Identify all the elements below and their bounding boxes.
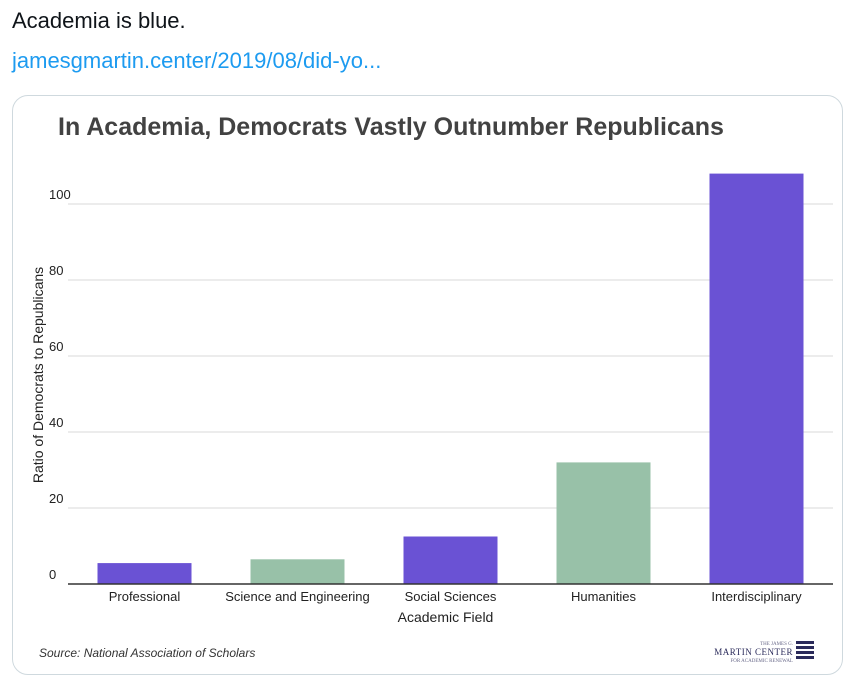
y-tick-label: 100 — [49, 187, 71, 202]
tweet-text: Academia is blue. — [12, 8, 186, 33]
y-tick-label: 20 — [49, 491, 63, 506]
y-axis-title: Ratio of Democrats to Republicans — [30, 267, 46, 483]
tweet-link[interactable]: jamesgmartin.center/2019/08/did-yo... — [12, 48, 382, 73]
bar-interdisciplinary — [709, 173, 804, 584]
y-tick-label: 60 — [49, 339, 63, 354]
bar-humanities — [556, 462, 651, 584]
y-tick-label: 80 — [49, 263, 63, 278]
bar-professional — [97, 563, 192, 584]
bar-science-and-engineering — [250, 559, 345, 584]
logo-stripes-icon — [796, 641, 814, 659]
logo-top-text: THE JAMES G. — [760, 642, 793, 647]
x-tick-label: Interdisciplinary — [711, 589, 802, 604]
bars — [97, 173, 804, 584]
y-tick-labels: 0 20 40 60 80 100 — [49, 187, 71, 582]
bar-social-sciences — [403, 536, 498, 584]
x-tick-label: Humanities — [571, 589, 637, 604]
martin-center-logo: THE JAMES G. MARTIN CENTER FOR ACADEMIC … — [714, 641, 814, 664]
logo-main-text: MARTIN CENTER — [714, 647, 793, 657]
chart-title: In Academia, Democrats Vastly Outnumber … — [58, 113, 724, 141]
x-tick-label: Professional — [109, 589, 181, 604]
x-axis-title: Academic Field — [398, 609, 494, 625]
logo-bottom-text: FOR ACADEMIC RENEWAL — [730, 659, 793, 664]
x-tick-labels: Professional Science and Engineering Socia… — [109, 589, 802, 604]
media-card[interactable]: In Academia, Democrats Vastly Outnumber … — [12, 95, 843, 675]
bar-chart: In Academia, Democrats Vastly Outnumber … — [30, 113, 833, 664]
x-tick-label: Social Sciences — [405, 589, 497, 604]
source-note: Source: National Association of Scholars — [39, 646, 255, 660]
grid-lines — [68, 203, 833, 509]
y-tick-label: 0 — [49, 567, 56, 582]
y-tick-label: 40 — [49, 415, 63, 430]
x-tick-label: Science and Engineering — [225, 589, 370, 604]
